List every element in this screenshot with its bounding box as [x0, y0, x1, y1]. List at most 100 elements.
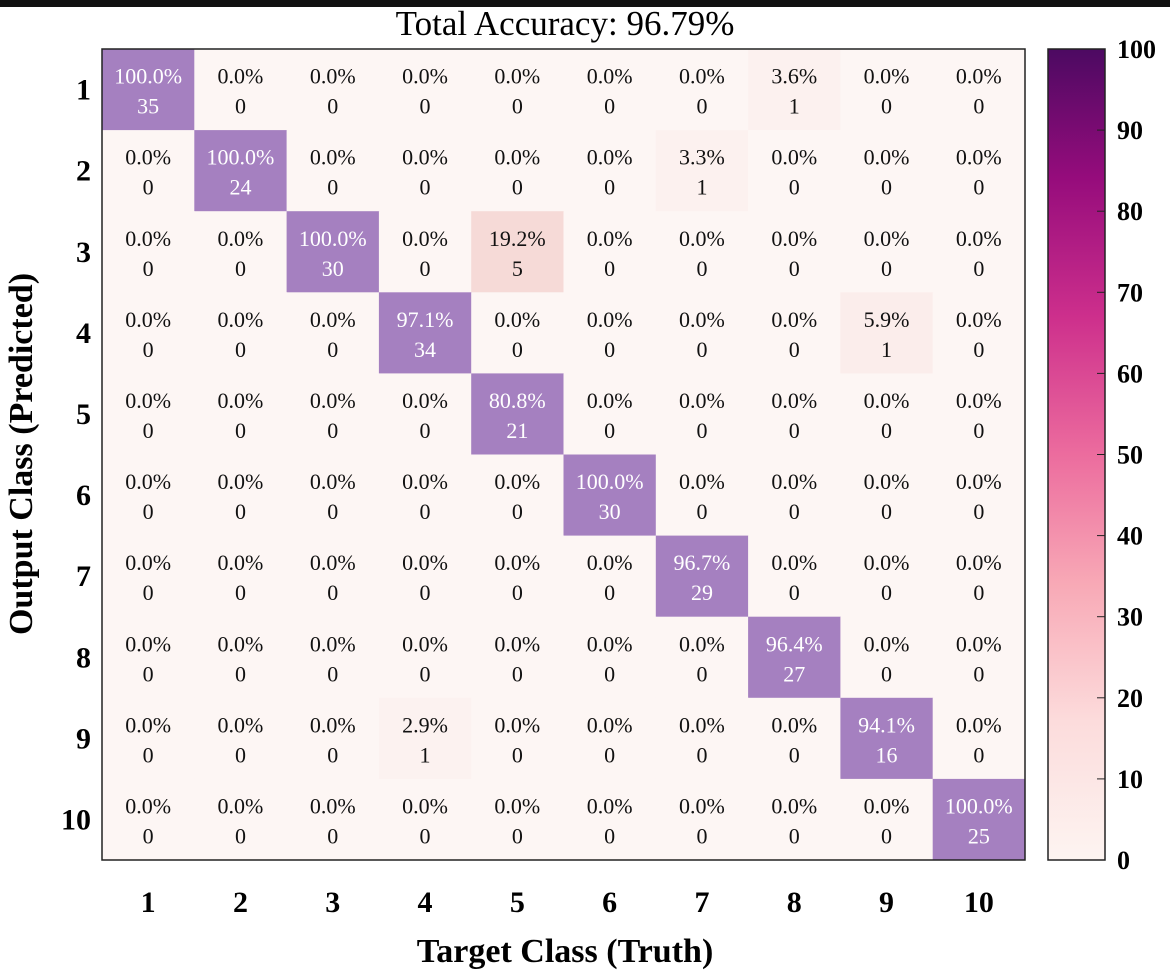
cell-percent-label: 0.0% — [956, 307, 1002, 332]
cell-count-label: 0 — [604, 823, 615, 848]
cell-count-label: 0 — [512, 742, 523, 767]
cell-percent-label: 0.0% — [125, 388, 171, 413]
cell-percent-label: 0.0% — [956, 145, 1002, 170]
cell-count-label: 0 — [789, 337, 800, 362]
cell-percent-label: 3.3% — [679, 145, 725, 170]
cell-count-label: 0 — [143, 499, 154, 524]
cell-percent-label: 0.0% — [310, 793, 356, 818]
cell-percent-label: 0.0% — [864, 550, 910, 575]
cell-count-label: 0 — [235, 94, 246, 119]
cell-r2-c5 — [471, 130, 564, 212]
y-tick-labels: 1 2 3 4 5 6 7 8 9 10 — [61, 74, 91, 837]
y-tick-label: 10 — [61, 803, 91, 836]
cell-count-label: 0 — [696, 742, 707, 767]
cell-percent-label: 0.0% — [218, 226, 264, 251]
cell-count-label: 1 — [696, 175, 707, 200]
cell-r3-c3 — [286, 211, 380, 293]
cell-percent-label: 0.0% — [771, 550, 817, 575]
cell-percent-label: 0.0% — [864, 226, 910, 251]
cell-r1-c1 — [102, 49, 195, 131]
cell-count-label: 0 — [881, 580, 892, 605]
cell-count-label: 0 — [881, 94, 892, 119]
cell-percent-label: 80.8% — [489, 388, 546, 413]
cell-count-label: 0 — [143, 661, 154, 686]
cell-r10-c1 — [102, 778, 195, 861]
cell-percent-label: 0.0% — [679, 64, 725, 89]
cell-r8-c1 — [102, 616, 195, 699]
cell-r10-c8 — [748, 778, 841, 861]
cell-count-label: 16 — [876, 742, 898, 767]
cell-r2-c10 — [932, 130, 1026, 212]
cell-percent-label: 0.0% — [771, 793, 817, 818]
cell-r4-c4 — [378, 292, 472, 374]
x-tick-labels: 1 2 3 4 5 6 7 8 9 10 — [141, 886, 994, 919]
cell-r8-c6 — [563, 616, 657, 699]
cell-percent-label: 0.0% — [310, 712, 356, 737]
cell-r5-c6 — [563, 373, 657, 455]
cell-percent-label: 0.0% — [218, 793, 264, 818]
cell-count-label: 0 — [881, 823, 892, 848]
cell-percent-label: 0.0% — [956, 226, 1002, 251]
cell-r9-c3 — [286, 697, 380, 780]
cell-percent-label: 0.0% — [494, 550, 540, 575]
cell-percent-label: 0.0% — [864, 631, 910, 656]
cell-r7-c7 — [655, 535, 749, 618]
cell-count-label: 0 — [420, 256, 431, 281]
cell-r2-c4 — [378, 130, 472, 212]
cell-r3-c9 — [840, 211, 934, 293]
chart-title: Total Accuracy: 96.79% — [396, 4, 735, 43]
cell-count-label: 0 — [881, 661, 892, 686]
cell-r2-c9 — [840, 130, 934, 212]
cell-percent-label: 0.0% — [587, 64, 633, 89]
cell-r2-c1 — [102, 130, 195, 212]
cell-r3-c8 — [748, 211, 841, 293]
cell-count-label: 0 — [327, 418, 338, 443]
cell-r10-c6 — [563, 778, 657, 861]
cell-count-label: 27 — [783, 661, 805, 686]
cell-count-label: 30 — [599, 499, 621, 524]
cell-count-label: 0 — [420, 94, 431, 119]
cell-r8-c10 — [932, 616, 1026, 699]
cell-percent-label: 0.0% — [771, 145, 817, 170]
cell-r7-c2 — [194, 535, 288, 618]
cell-r1-c3 — [286, 49, 380, 131]
cell-r8-c5 — [471, 616, 564, 699]
cell-r7-c8 — [748, 535, 841, 618]
cell-r2-c8 — [748, 130, 841, 212]
cell-r4-c5 — [471, 292, 564, 374]
cell-count-label: 0 — [512, 661, 523, 686]
cell-percent-label: 0.0% — [310, 469, 356, 494]
cell-percent-label: 0.0% — [587, 226, 633, 251]
cell-count-label: 0 — [696, 661, 707, 686]
cell-percent-label: 0.0% — [218, 550, 264, 575]
cell-percent-label: 0.0% — [956, 712, 1002, 737]
cell-count-label: 0 — [604, 580, 615, 605]
cell-r5-c5 — [471, 373, 564, 455]
cell-r8-c3 — [286, 616, 380, 699]
cell-percent-label: 0.0% — [864, 64, 910, 89]
cell-percent-label: 97.1% — [397, 307, 454, 332]
cell-percent-label: 0.0% — [218, 388, 264, 413]
cell-r6-c8 — [748, 454, 841, 537]
x-tick-label: 1 — [141, 886, 156, 919]
cell-r5-c4 — [378, 373, 472, 455]
cell-percent-label: 100.0% — [207, 145, 275, 170]
cell-count-label: 1 — [789, 94, 800, 119]
colorbar — [1047, 48, 1106, 861]
cell-count-label: 0 — [973, 499, 984, 524]
cell-percent-label: 0.0% — [587, 307, 633, 332]
y-tick-label: 1 — [76, 74, 91, 107]
cell-count-label: 0 — [789, 175, 800, 200]
cell-percent-label: 0.0% — [310, 307, 356, 332]
cell-percent-label: 0.0% — [864, 469, 910, 494]
y-axis-label: Output Class (Predicted) — [3, 273, 40, 635]
x-tick-label: 10 — [964, 886, 994, 919]
cell-percent-label: 0.0% — [218, 631, 264, 656]
cell-count-label: 0 — [235, 418, 246, 443]
cell-percent-label: 0.0% — [125, 712, 171, 737]
cell-r6-c5 — [471, 454, 564, 537]
cell-r3-c5 — [471, 211, 564, 293]
cell-percent-label: 0.0% — [125, 550, 171, 575]
cell-r5-c8 — [748, 373, 841, 455]
cell-r7-c5 — [471, 535, 564, 618]
